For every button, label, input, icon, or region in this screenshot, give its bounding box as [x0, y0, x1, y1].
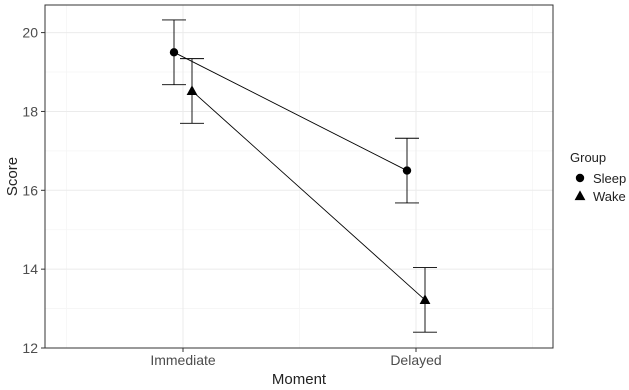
x-tick-label: Immediate	[150, 352, 216, 368]
y-tick-label: 14	[22, 261, 38, 277]
series-line-wake	[191, 90, 426, 301]
y-tick-label: 20	[22, 25, 38, 41]
legend-key-wake	[574, 190, 586, 201]
y-axis-title: Score	[4, 157, 21, 196]
legend-label-sleep: Sleep	[593, 171, 626, 186]
y-tick-label: 12	[22, 340, 38, 356]
x-axis-title: Moment	[272, 371, 327, 388]
data-point-sleep	[402, 166, 412, 175]
x-tick-label: Delayed	[390, 352, 441, 368]
data-point-wake	[186, 85, 198, 96]
plot-panel-border	[44, 4, 554, 349]
axis-layer: 12 14 16 18 20 Immediate Delayed	[22, 25, 441, 368]
data-point-wake	[419, 294, 431, 304]
legend: Group Sleep Wake	[570, 150, 626, 204]
grid-layer	[45, 5, 553, 349]
legend-label-wake: Wake	[593, 189, 626, 204]
legend-key-sleep	[575, 173, 585, 183]
legend-title: Group	[570, 150, 606, 165]
series-line-sleep	[173, 51, 408, 171]
y-tick-label: 18	[22, 103, 38, 119]
y-tick-label: 16	[22, 182, 38, 198]
data-layer	[162, 19, 437, 333]
data-point-sleep	[169, 48, 179, 57]
legend-items: Sleep Wake	[574, 171, 626, 204]
